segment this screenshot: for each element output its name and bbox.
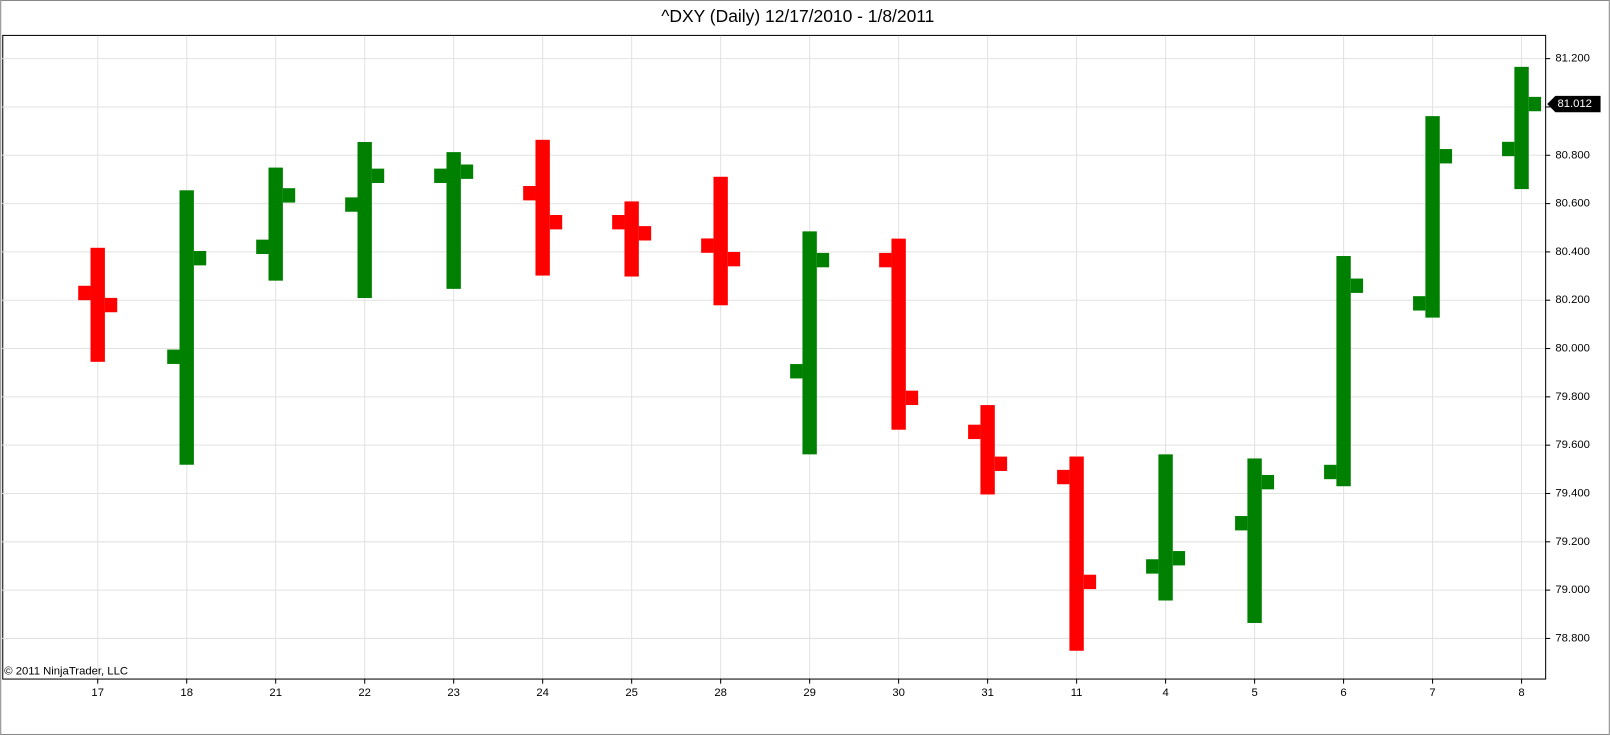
bar-open [1324, 464, 1337, 480]
bar-open [968, 424, 981, 440]
plot-frame [2, 34, 1547, 680]
bar-close [1439, 149, 1453, 164]
bar-close [1083, 574, 1097, 590]
bar-range [90, 247, 105, 362]
x-tick-label: 5 [1251, 687, 1257, 699]
x-tick-label: 23 [447, 687, 460, 699]
bar-range [1425, 116, 1440, 318]
bar-open [701, 238, 714, 253]
bar-close [371, 168, 385, 183]
bar-close [905, 390, 919, 406]
bar-range [1514, 66, 1529, 190]
bar-open [1057, 469, 1070, 485]
x-tick-label: 11 [1071, 687, 1083, 699]
y-tick-label: 80.400 [1555, 246, 1590, 258]
bar-range [446, 152, 461, 289]
bar-range [179, 190, 194, 465]
last-price-marker [1547, 95, 1601, 113]
bar-range [1336, 256, 1351, 487]
bar-range [891, 238, 906, 430]
x-tick-label: 17 [91, 687, 104, 699]
y-tick-label: 79.800 [1555, 391, 1590, 403]
y-tick-label: 79.000 [1555, 584, 1590, 596]
bar-range [268, 167, 283, 281]
bar-range [535, 139, 550, 276]
x-tick-label: 21 [269, 687, 282, 699]
bar-range [1069, 456, 1084, 651]
bar-close [1528, 96, 1542, 112]
bar-close [549, 215, 563, 230]
y-tick-label: 80.600 [1555, 198, 1590, 210]
x-tick-label: 28 [714, 687, 727, 699]
bar-open [256, 239, 269, 255]
bar-close [727, 251, 741, 267]
y-tick-label: 79.400 [1555, 487, 1590, 499]
y-tick-label: 79.200 [1555, 536, 1590, 548]
bar-close [994, 456, 1008, 471]
x-tick-label: 18 [180, 687, 193, 699]
x-tick-label: 8 [1518, 687, 1524, 699]
x-tick-label: 7 [1429, 687, 1435, 699]
x-tick-label: 24 [536, 687, 549, 699]
bar-close [638, 226, 652, 241]
bar-range [1247, 458, 1262, 623]
bar-range [357, 141, 372, 299]
x-tick-label: 29 [803, 687, 816, 699]
bar-open [1502, 141, 1515, 157]
bar-range [713, 176, 728, 306]
bar-range [1158, 454, 1173, 601]
bar-close [816, 252, 830, 268]
bar-open [612, 215, 625, 230]
bar-open [1413, 296, 1426, 311]
bar-close [460, 164, 474, 179]
bar-open [167, 349, 180, 364]
bar-open [790, 364, 803, 379]
chart-title: ^DXY (Daily) 12/17/2010 - 1/8/2011 [661, 6, 934, 26]
bar-open [523, 186, 536, 201]
y-tick-label: 80.000 [1555, 343, 1590, 355]
x-tick-label: 25 [625, 687, 638, 699]
bar-open [879, 252, 892, 268]
y-tick-label: 79.600 [1555, 439, 1590, 451]
last-price-label: 81.012 [1557, 98, 1592, 110]
bar-close [282, 188, 296, 203]
bar-close [104, 297, 118, 313]
x-tick-label: 30 [892, 687, 905, 699]
bar-close [1172, 551, 1186, 566]
bar-close [193, 250, 207, 266]
bar-close [1261, 474, 1275, 490]
y-tick-label: 78.800 [1555, 632, 1590, 644]
y-tick-label: 80.800 [1555, 149, 1590, 161]
bar-open [1235, 516, 1248, 531]
x-tick-label: 4 [1162, 687, 1168, 699]
bar-open [78, 285, 91, 301]
x-tick-label: 22 [358, 687, 371, 699]
bar-close [1350, 278, 1364, 293]
bar-range [624, 201, 639, 277]
bar-range [980, 405, 995, 495]
copyright: © 2011 NinjaTrader, LLC [4, 665, 128, 677]
x-tick-label: 6 [1340, 687, 1346, 699]
bar-range [802, 231, 817, 455]
bar-open [1146, 559, 1159, 574]
bar-open [434, 168, 447, 183]
x-tick-label: 31 [981, 687, 994, 699]
bar-open [345, 197, 358, 212]
y-tick-label: 81.200 [1555, 53, 1590, 65]
y-tick-label: 80.200 [1555, 294, 1590, 306]
